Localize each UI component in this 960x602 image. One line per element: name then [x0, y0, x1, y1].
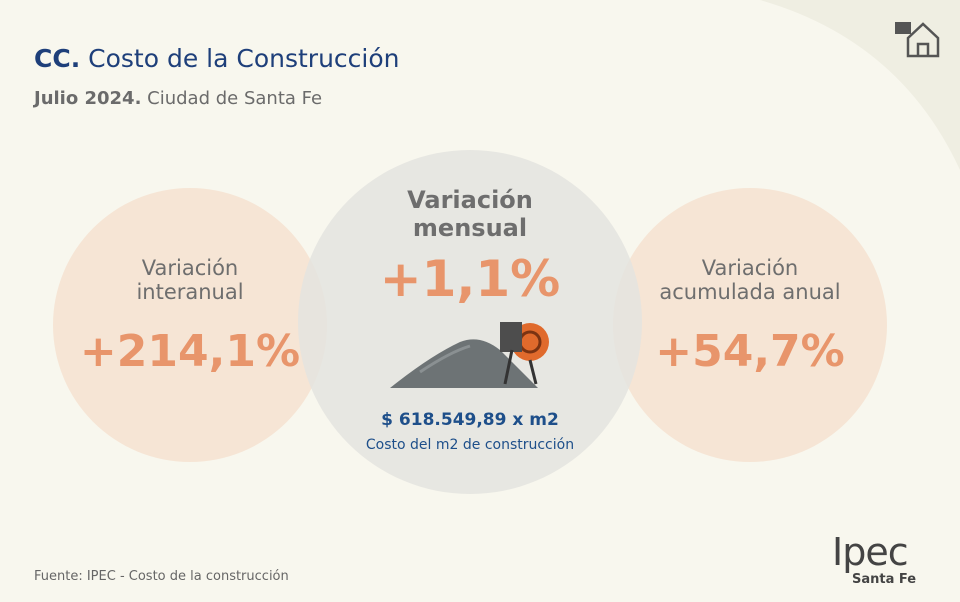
- period: Julio 2024.: [34, 88, 142, 109]
- label: Variación interanual: [60, 256, 320, 304]
- label-line: Variación: [701, 256, 799, 280]
- circle-left: [53, 188, 327, 462]
- label-line: interanual: [136, 280, 244, 304]
- circle-right: [613, 188, 887, 462]
- title-text: Costo de la Construcción: [88, 44, 400, 73]
- logo-sub: Santa Fe: [852, 572, 917, 587]
- caption: Costo del m2 de construcción: [365, 437, 575, 453]
- circle-center: [298, 150, 642, 494]
- subtitle: Julio 2024. Ciudad de Santa Fe: [34, 88, 322, 109]
- value: +214,1%: [79, 326, 301, 377]
- logo: Ipec: [832, 530, 909, 574]
- label-line: Variación: [141, 256, 239, 280]
- label: Variación acumulada anual: [620, 256, 880, 304]
- price: $ 618.549,89 x m2: [381, 410, 559, 430]
- label-line: acumulada anual: [659, 280, 841, 304]
- label-line: Variación: [407, 186, 533, 214]
- corner-shape: [760, 0, 960, 170]
- label-line: mensual: [412, 214, 528, 242]
- title: CC. Costo de la Construcción: [34, 44, 400, 73]
- place: Ciudad de Santa Fe: [147, 88, 323, 109]
- source: Fuente: IPEC - Costo de la construcción: [34, 569, 289, 584]
- title-code: CC.: [34, 44, 81, 73]
- value: +1,1%: [379, 250, 561, 308]
- illustration: [390, 322, 549, 388]
- house-icon: [895, 22, 940, 58]
- label: Variación mensual: [340, 186, 600, 242]
- value: +54,7%: [655, 326, 845, 377]
